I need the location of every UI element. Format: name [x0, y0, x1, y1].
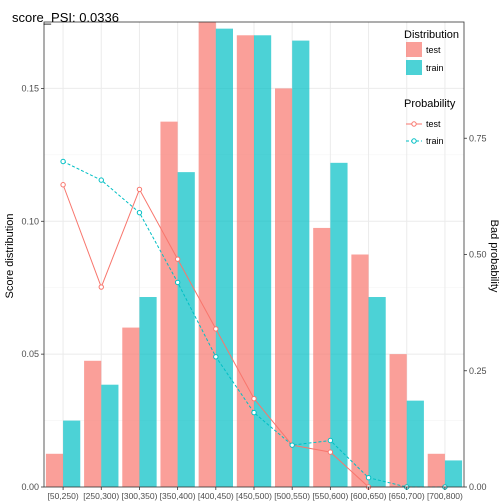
bar-train-9 [406, 400, 424, 487]
legend-label-distribution-train: train [426, 63, 444, 73]
point-train-0 [60, 158, 66, 165]
legend-label-probability-test: test [426, 119, 441, 129]
bar-train-7 [330, 162, 348, 488]
bar-test-8 [351, 254, 369, 487]
bar-test-0 [45, 453, 64, 487]
point-test-1 [98, 284, 104, 290]
x-tick-label: [400,450) [198, 491, 234, 501]
point-train-1 [98, 177, 104, 183]
point-train-6 [289, 442, 295, 448]
bar-test-9 [389, 354, 407, 487]
x-tick-label: [650,700) [389, 491, 425, 501]
legend-title-probability: Probability [404, 98, 456, 110]
y-axis-title: Score distribution [4, 214, 16, 299]
x-tick-label: [300,350) [121, 491, 157, 501]
bar-test-3 [160, 121, 178, 488]
chart-title: score_PSI: 0.0336 [12, 10, 119, 25]
y2-tick-label: 0.50 [469, 250, 487, 260]
bar-train-3 [177, 172, 195, 487]
x-tick-label: [700,800) [427, 491, 463, 501]
y-tick-label: 0.00 [21, 482, 39, 492]
x-tick-label: [550,600) [312, 491, 348, 501]
point-train-2 [136, 209, 143, 216]
axes: 0.00 0.05 0.10 0.15 0.00 0.25 0.50 0.75 [50,250)… [21, 21, 487, 501]
point-test-4 [213, 326, 219, 332]
y-tick-label: 0.15 [21, 83, 39, 93]
legend-title-distribution: Distribution [404, 29, 459, 41]
bar-test-2 [122, 327, 140, 487]
bar-test-4 [198, 22, 216, 487]
y-tick-label: 0.05 [21, 349, 39, 359]
legend: Distribution test train Probability test… [404, 29, 459, 146]
legend-label-probability-train: train [426, 136, 444, 146]
legend-key-distribution-train [406, 60, 422, 75]
legend-key-point-test [411, 121, 417, 127]
legend-label-distribution-test: test [426, 45, 441, 55]
bar-test-1 [84, 360, 102, 487]
point-test-3 [174, 256, 181, 262]
bar-layer [45, 22, 463, 488]
bar-test-6 [275, 88, 293, 487]
point-train-4 [213, 354, 219, 360]
x-tick-label: [450,500) [236, 491, 272, 501]
bar-train-8 [368, 297, 386, 487]
legend-key-distribution-test [406, 42, 422, 57]
x-tick-label: [500,550) [274, 491, 310, 501]
point-train-8 [365, 475, 372, 481]
x-tick-label: [50,250) [47, 491, 78, 501]
y2-tick-label: 0.00 [469, 482, 487, 492]
x-tick-label: [600,650) [351, 491, 387, 501]
point-train-5 [251, 409, 257, 416]
x-tick-label: [350,400) [160, 491, 196, 501]
legend-key-point-train [411, 138, 417, 144]
point-test-0 [60, 182, 66, 188]
point-test-7 [327, 449, 334, 455]
y2-axis-title: Bad probability [488, 220, 500, 293]
y2-tick-label: 0.75 [469, 133, 487, 143]
bar-train-6 [292, 40, 310, 487]
bar-train-0 [63, 420, 81, 487]
y-tick-label: 0.10 [21, 216, 39, 226]
bar-test-5 [236, 35, 254, 488]
line-train [62, 161, 445, 488]
bar-train-2 [139, 297, 157, 487]
bar-train-5 [254, 35, 272, 488]
bar-test-10 [427, 453, 445, 487]
point-train-3 [174, 279, 181, 286]
point-test-2 [136, 186, 143, 193]
bar-train-1 [101, 384, 119, 487]
bar-train-4 [215, 28, 233, 488]
bar-train-10 [444, 460, 463, 487]
x-tick-label: [250,300) [83, 491, 119, 501]
bar-test-7 [313, 227, 331, 487]
y2-tick-label: 0.25 [469, 366, 487, 376]
point-test-5 [251, 395, 257, 402]
point-train-7 [327, 437, 334, 444]
